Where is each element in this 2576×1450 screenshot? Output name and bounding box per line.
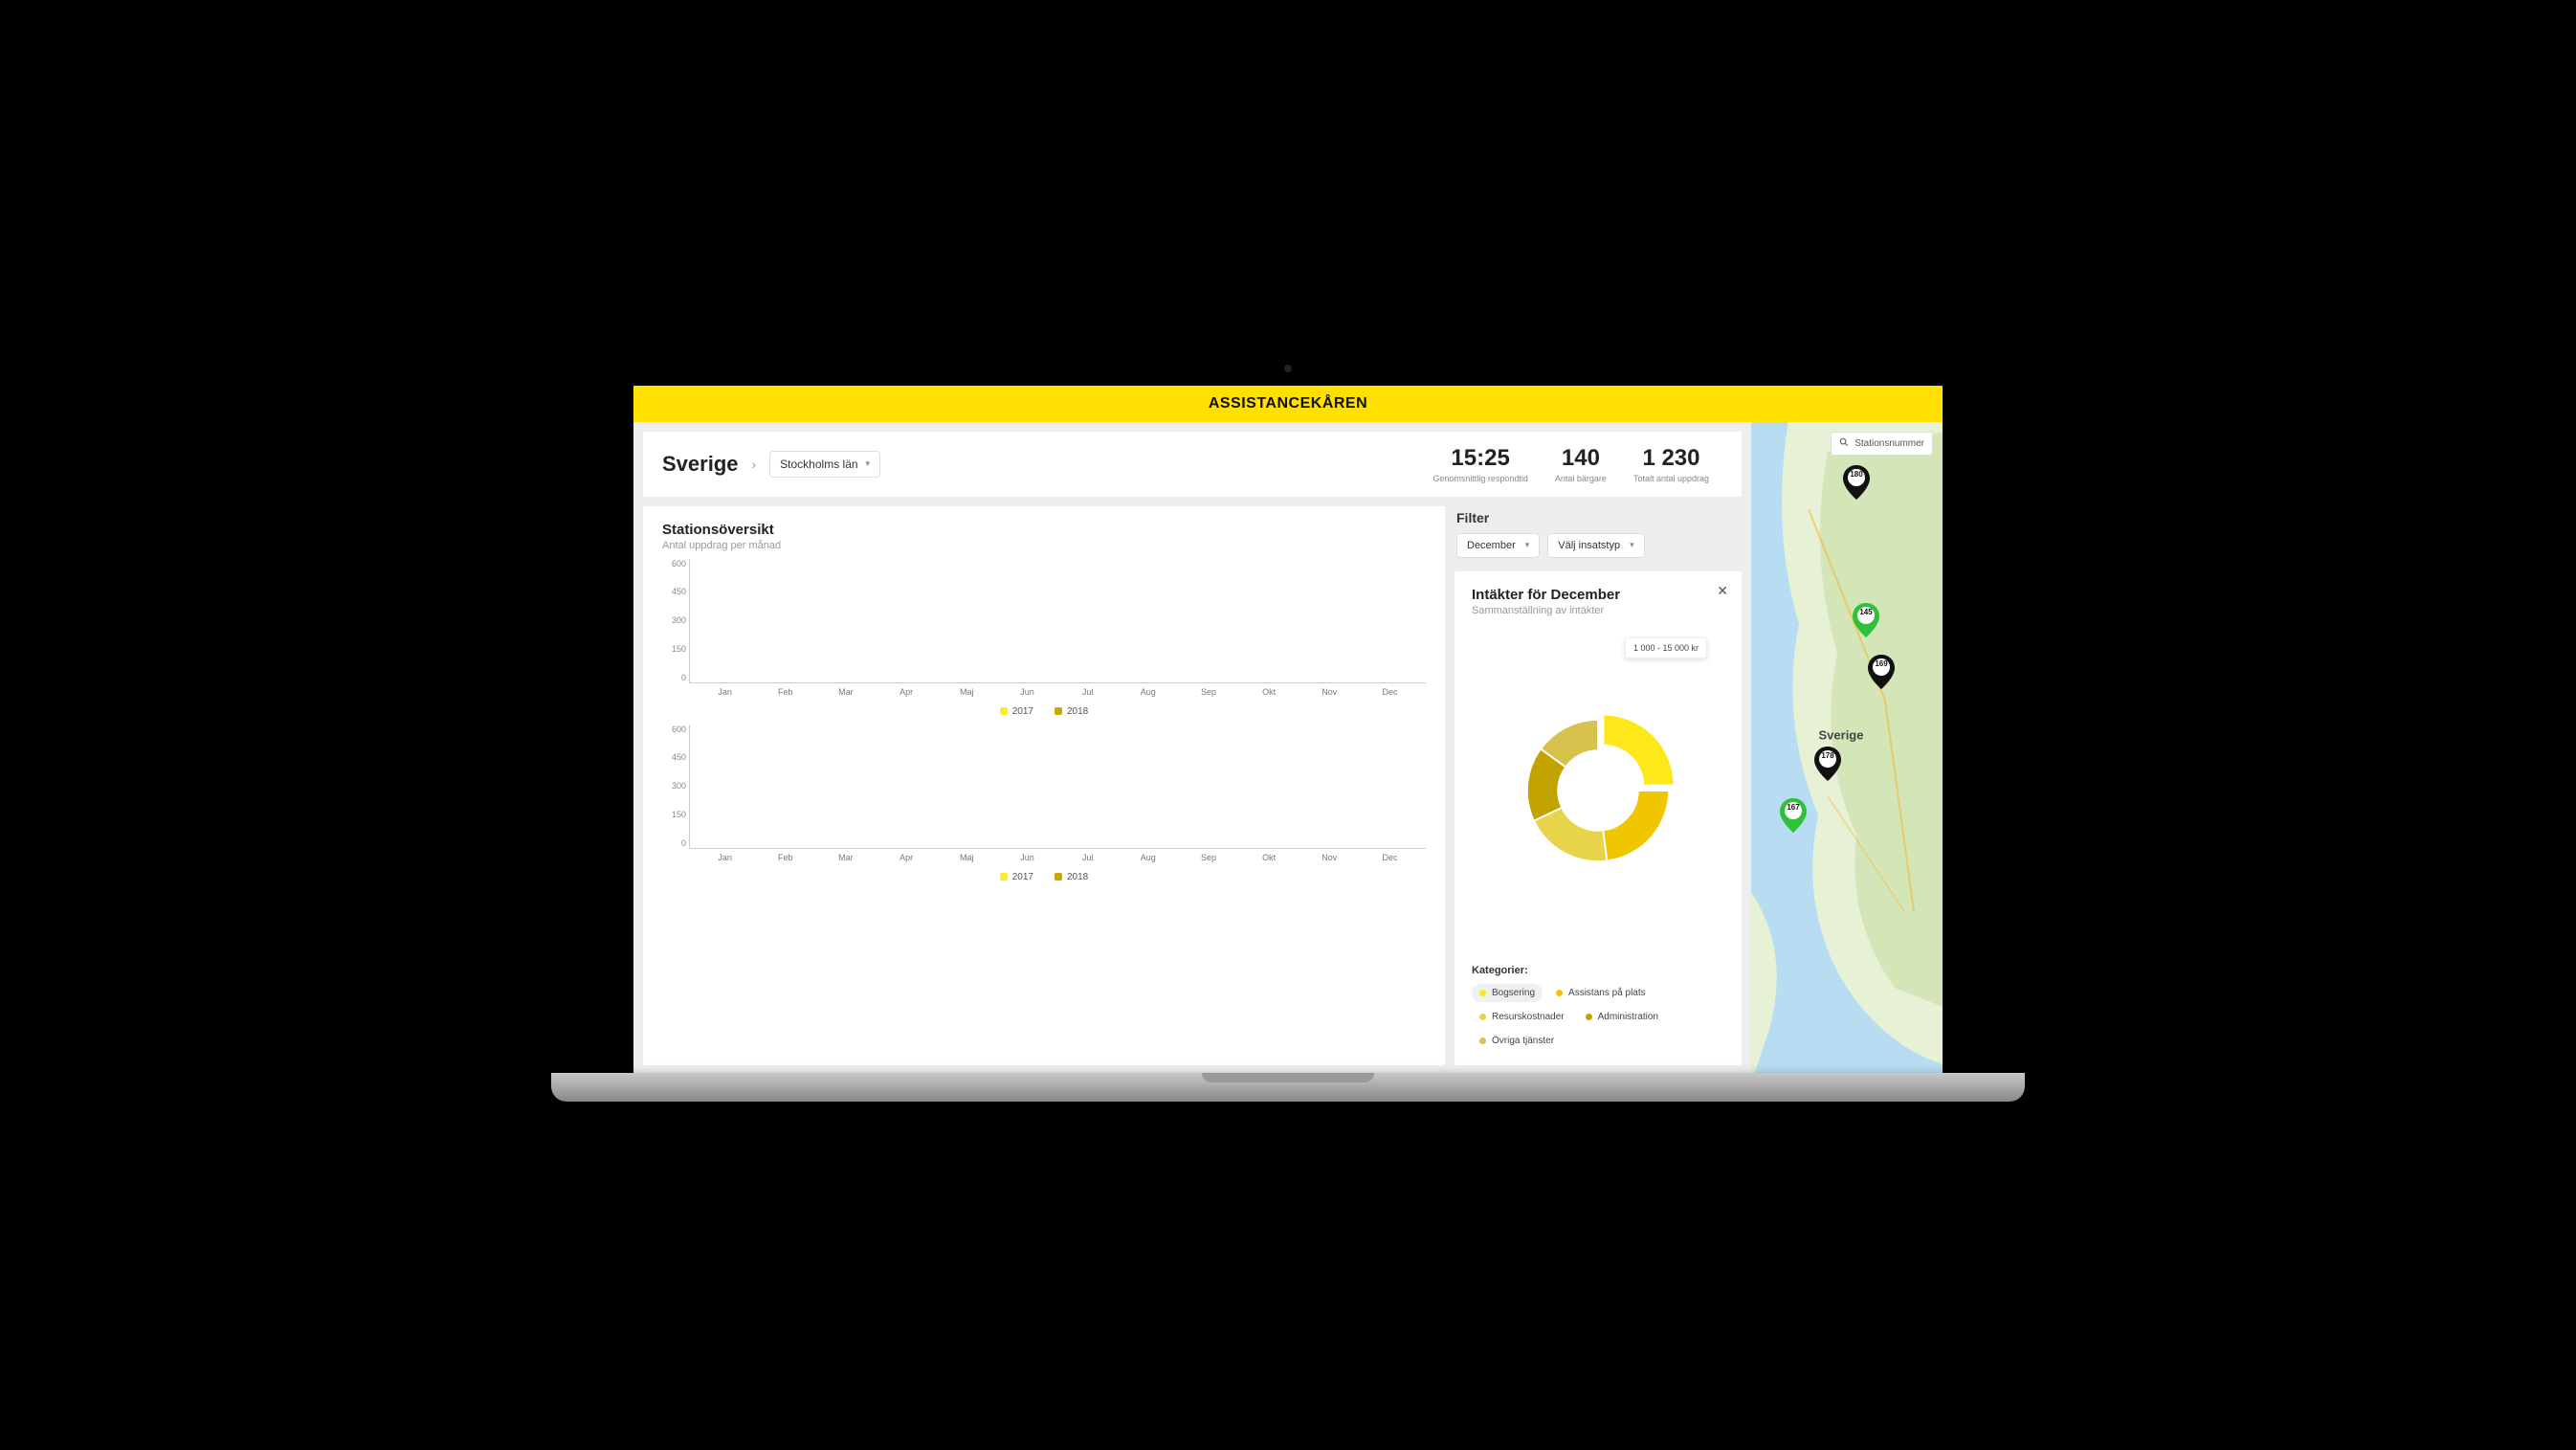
x-axis-ticks: JanFebMarAprMajJunJulAugSepOktNovDec [689,683,1426,697]
map-panel[interactable]: Stationsnummer Sverige 180 145 169 178 1… [1751,422,1943,1075]
pin-label: 169 [1875,659,1887,668]
category-pill[interactable]: Assistans på plats [1548,984,1654,1002]
category-label: Övriga tjänster [1492,1036,1554,1046]
chart-legend: 2017 2018 [662,706,1426,717]
breadcrumb-root[interactable]: Sverige [662,452,739,477]
filter-type-value: Välj insatstyp [1558,540,1620,551]
summary-bar: Sverige › Stockholms län ▾ 15:25 Genomsn… [643,432,1742,497]
category-label: Bogsering [1492,988,1535,998]
map-pin[interactable]: 180 [1843,465,1870,500]
pin-label: 145 [1859,608,1872,616]
category-pill[interactable]: Administration [1578,1008,1666,1026]
color-dot [1586,1014,1592,1020]
color-dot [1556,990,1563,996]
filter-type-select[interactable]: Välj insatstyp ▾ [1547,533,1644,558]
revenue-subtitle: Sammanställning av intäkter [1472,605,1724,616]
categories-label: Kategorier: [1472,965,1724,976]
revenue-title: Intäkter för December [1472,587,1724,603]
y-axis-ticks: 0150300450600 [661,559,686,682]
category-label: Assistans på plats [1568,988,1646,998]
legend-item[interactable]: 2018 [1055,706,1088,717]
kpi-value: 140 [1555,445,1607,472]
search-icon [1839,437,1849,450]
pin-label: 180 [1850,470,1862,479]
legend-item[interactable]: 2017 [1000,872,1033,882]
map-country-label: Sverige [1819,727,1864,742]
kpi-label: Genomsnittlig respondtid [1432,474,1528,483]
chart-legend: 2017 2018 [662,872,1426,882]
pin-label: 178 [1821,751,1833,760]
color-dot [1479,1037,1486,1044]
legend-item[interactable]: 2017 [1000,706,1033,717]
chevron-right-icon: › [752,457,757,472]
map-search[interactable]: Stationsnummer [1831,432,1933,456]
region-value: Stockholms län [780,457,857,471]
filter-month-select[interactable]: December ▾ [1456,533,1540,558]
category-label: Administration [1598,1012,1658,1022]
kpi: 15:25 Genomsnittlig respondtid [1419,445,1542,483]
category-pill[interactable]: Övriga tjänster [1472,1032,1562,1050]
x-axis-ticks: JanFebMarAprMajJunJulAugSepOktNovDec [689,849,1426,862]
category-pill[interactable]: Bogsering [1472,984,1543,1002]
map-search-placeholder: Stationsnummer [1854,438,1924,449]
kpi-value: 1 230 [1633,445,1709,472]
kpi-label: Antal bärgare [1555,474,1607,483]
map-pin[interactable]: 178 [1814,747,1841,781]
filter-month-value: December [1467,540,1516,551]
legend-item[interactable]: 2018 [1055,872,1088,882]
revenue-card: ✕ Intäkter för December Sammanställning … [1455,571,1742,1065]
color-dot [1479,1014,1486,1020]
kpi: 1 230 Totalt antal uppdrag [1620,445,1722,483]
donut-slice[interactable] [1603,791,1669,861]
brand-header: ASSISTANCEKÅREN [633,386,1943,422]
chevron-down-icon: ▾ [1525,540,1530,550]
y-axis-ticks: 0150300450600 [661,725,686,848]
pin-label: 167 [1787,803,1799,812]
kpi: 140 Antal bärgare [1542,445,1620,483]
filter-title: Filter [1456,510,1740,525]
revenue-donut: 1 000 - 15 000 kr [1472,616,1724,965]
kpi-value: 15:25 [1432,445,1528,472]
bar-chart: 0150300450600 [689,559,1426,683]
chevron-down-icon: ▾ [866,458,871,469]
region-select[interactable]: Stockholms län ▾ [769,451,880,478]
overview-title: Stationsöversikt [662,522,1426,538]
overview-subtitle: Antal uppdrag per månad [662,540,1426,551]
bar-chart: 0150300450600 [689,725,1426,849]
close-icon[interactable]: ✕ [1717,583,1728,599]
donut-slice[interactable] [1603,714,1674,785]
map-pin[interactable]: 169 [1868,655,1895,689]
category-pill[interactable]: Resurskostnader [1472,1008,1572,1026]
kpi-label: Totalt antal uppdrag [1633,474,1709,483]
color-dot [1479,990,1486,996]
filter-block: Filter December ▾ Välj insatstyp ▾ [1455,506,1742,562]
donut-tooltip: 1 000 - 15 000 kr [1625,637,1707,658]
map-pin[interactable]: 167 [1780,798,1807,833]
map-pin[interactable]: 145 [1853,603,1879,637]
category-label: Resurskostnader [1492,1012,1565,1022]
station-overview-card: Stationsöversikt Antal uppdrag per månad… [643,506,1445,1065]
chevron-down-icon: ▾ [1630,540,1634,550]
